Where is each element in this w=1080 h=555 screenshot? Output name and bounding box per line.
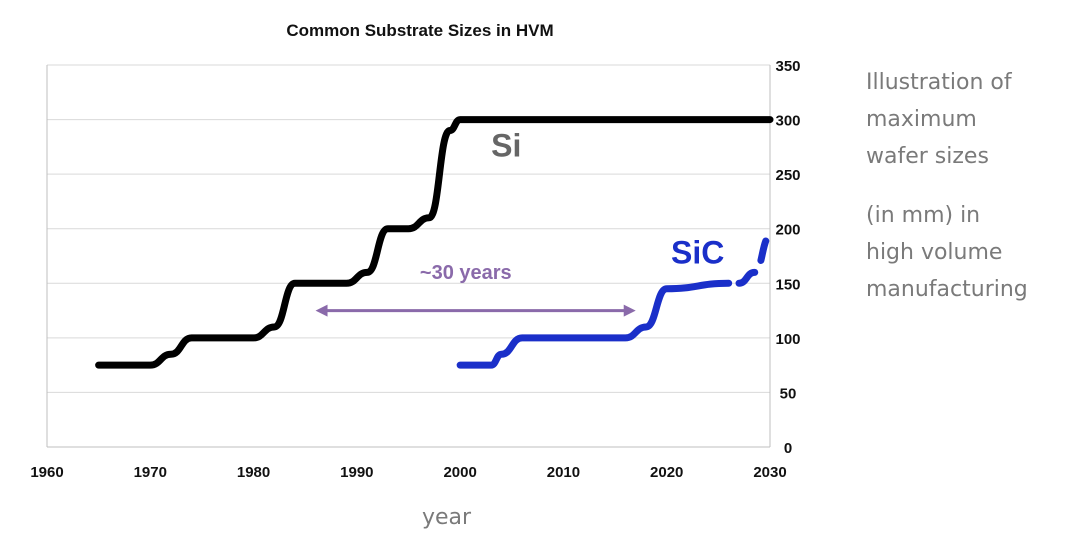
x-axis-label: year (422, 505, 472, 530)
series-line-sic (456, 279, 733, 369)
span-label: ~30 years (420, 262, 512, 284)
side-note-line: Illustration of (866, 70, 1012, 95)
x-tick-label: 1960 (30, 464, 63, 481)
x-tick-label: 1980 (237, 464, 270, 481)
span-arrow-right-head (623, 304, 636, 317)
series-line-si (95, 116, 774, 369)
x-tick-label: 1990 (340, 464, 373, 481)
side-note-line: maximum (866, 107, 977, 132)
y-tick-label: 300 (775, 113, 800, 130)
side-note-line: manufacturing (866, 277, 1028, 302)
side-note-block-1: Illustration of maximum wafer sizes (866, 64, 1012, 175)
si-label: Si (491, 128, 521, 164)
span-arrow-left-head (315, 304, 328, 317)
sic-label: SiC (671, 235, 724, 271)
side-note-block-2: (in mm) in high volume manufacturing (866, 197, 1028, 308)
side-note-line: (in mm) in (866, 203, 981, 228)
x-tick-label: 2010 (547, 464, 580, 481)
y-tick-label: 200 (775, 222, 800, 239)
x-tick-label: 2030 (753, 464, 786, 481)
side-note-line: high volume (866, 240, 1003, 265)
x-tick-label: 2000 (443, 464, 476, 481)
series-lines (95, 116, 774, 369)
side-note-line: wafer sizes (866, 144, 989, 169)
series-line-sic-projected (735, 232, 774, 287)
x-tick-label: 1970 (134, 464, 167, 481)
chart-title: Common Substrate Sizes in HVM (286, 21, 553, 40)
y-tick-label: 50 (780, 385, 797, 402)
y-tick-label: 0 (784, 440, 792, 457)
y-tick-label: 350 (775, 58, 800, 75)
y-tick-label: 250 (775, 167, 800, 184)
annotations: Si SiC ~30 years (315, 128, 724, 317)
y-tick-label: 100 (775, 331, 800, 348)
y-tick-label: 150 (775, 276, 800, 293)
tick-labels: 0 50 100 150 200 250 300 350 1960 1970 1980 1990 200… (30, 58, 800, 481)
axes (46, 65, 771, 448)
x-tick-label: 2020 (650, 464, 683, 481)
